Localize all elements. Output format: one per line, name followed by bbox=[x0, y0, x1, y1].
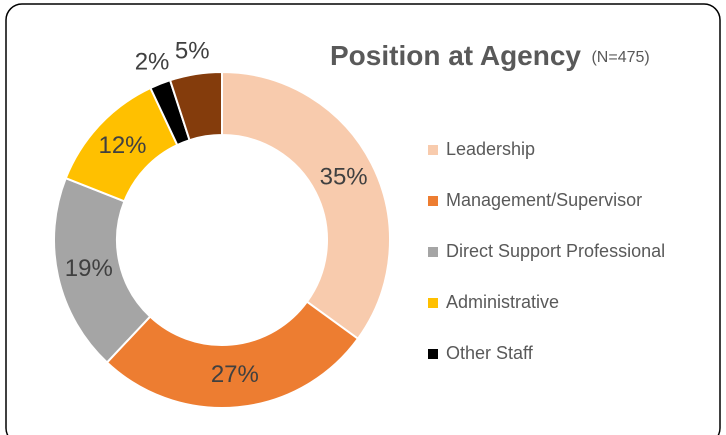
legend-swatch bbox=[428, 247, 438, 257]
data-label: 19% bbox=[65, 255, 113, 282]
legend-label: Leadership bbox=[446, 139, 535, 159]
data-label: 12% bbox=[98, 132, 146, 159]
legend-swatch bbox=[428, 298, 438, 308]
legend-label: Administrative bbox=[446, 292, 559, 312]
donut-slice bbox=[168, 70, 223, 142]
donut-slice bbox=[105, 300, 360, 409]
legend-swatch bbox=[428, 196, 438, 206]
legend-label: Other Staff bbox=[446, 343, 534, 363]
data-label: 2% bbox=[135, 49, 170, 76]
donut-slice bbox=[221, 70, 391, 341]
legend-label: Direct Support Professional bbox=[446, 241, 665, 261]
legend-swatch bbox=[428, 145, 438, 155]
legend-label: Management/Supervisor bbox=[446, 190, 642, 210]
data-label: 27% bbox=[211, 361, 259, 388]
chart-title: Position at Agency bbox=[330, 40, 581, 71]
chart-subtitle: (N=475) bbox=[591, 49, 649, 66]
chart-title-group: Position at Agency (N=475) bbox=[330, 40, 650, 71]
legend-swatch bbox=[428, 349, 438, 359]
data-label: 35% bbox=[320, 163, 368, 190]
data-label: 5% bbox=[175, 38, 210, 65]
